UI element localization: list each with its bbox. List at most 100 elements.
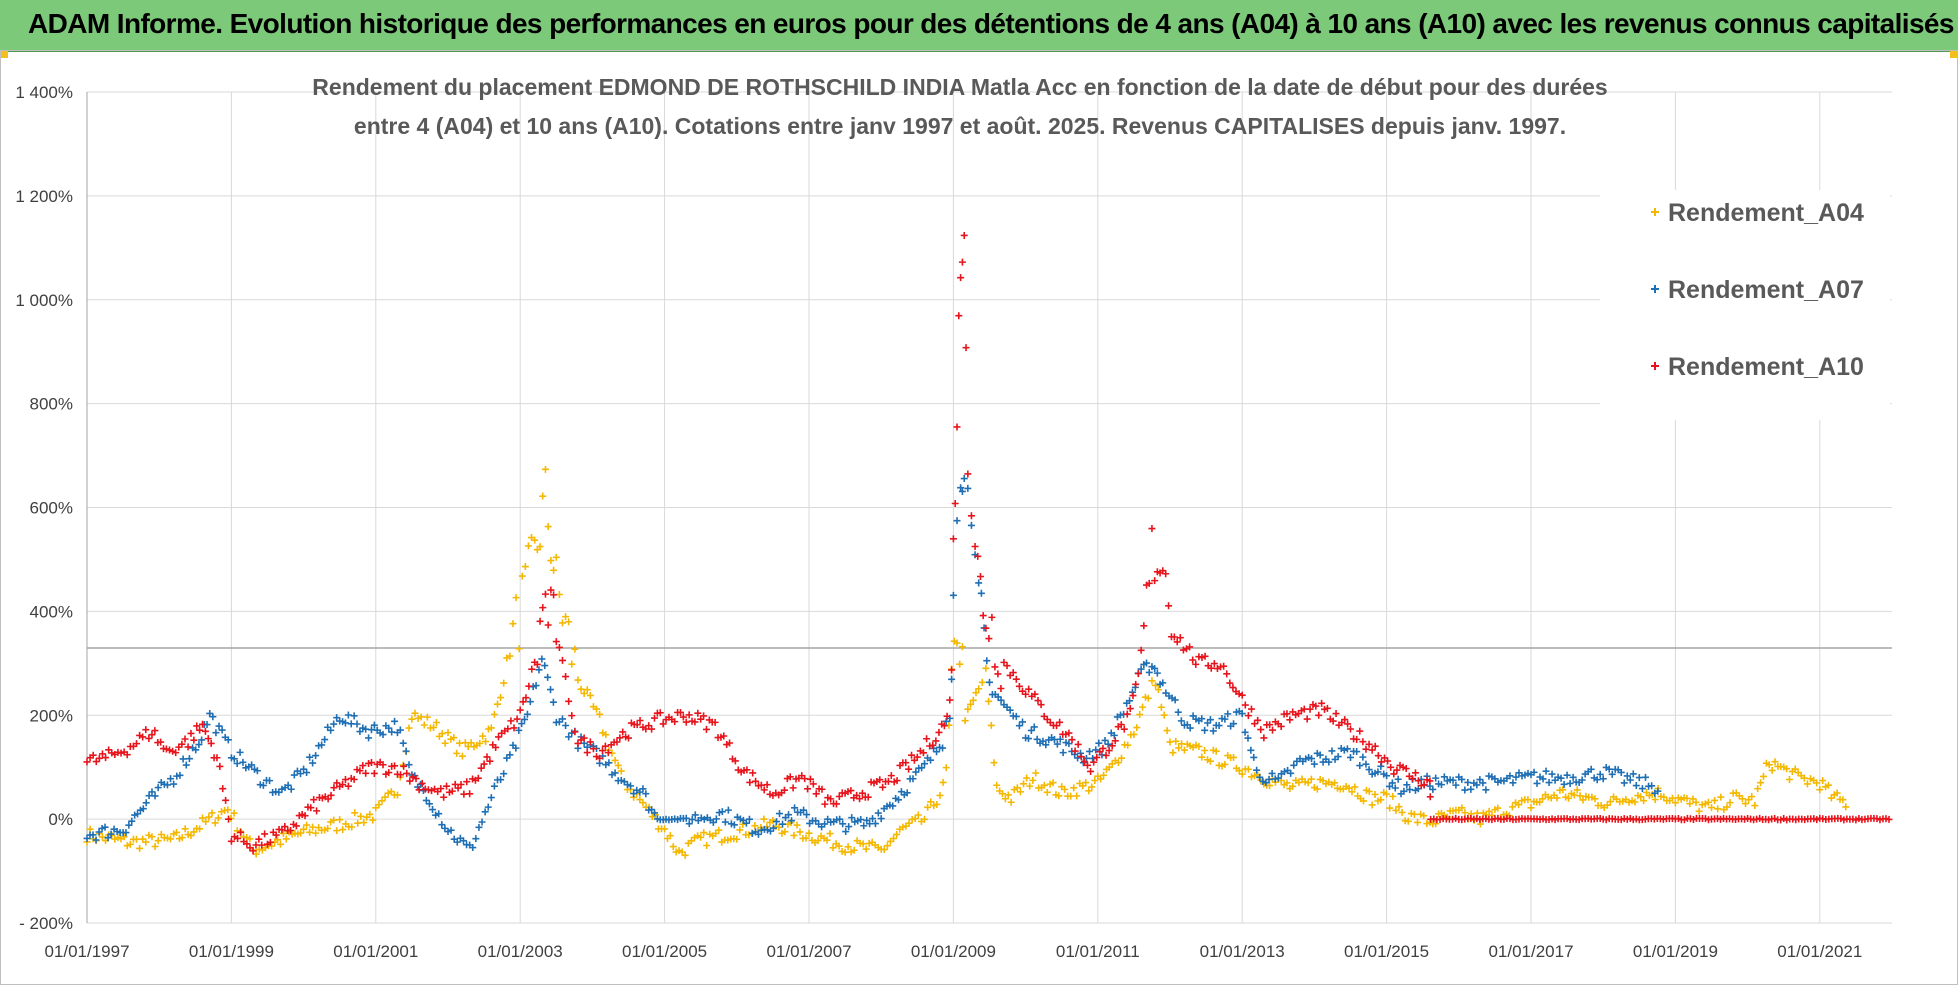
data-point xyxy=(1118,754,1126,762)
data-point xyxy=(1885,815,1893,823)
data-point xyxy=(500,679,508,687)
data-point xyxy=(1356,762,1364,770)
data-point xyxy=(339,781,347,789)
data-point xyxy=(1344,720,1352,728)
data-point xyxy=(199,720,207,728)
data-point xyxy=(700,829,708,837)
data-point xyxy=(1238,691,1246,699)
data-point xyxy=(1088,783,1096,791)
data-point xyxy=(1195,742,1203,750)
data-point xyxy=(998,790,1006,798)
data-point xyxy=(803,811,811,819)
x-tick-label: 01/01/2021 xyxy=(1777,942,1862,961)
data-point xyxy=(353,720,361,728)
data-point xyxy=(341,776,349,784)
data-point xyxy=(912,768,920,776)
data-point xyxy=(661,825,669,833)
data-point xyxy=(266,777,274,785)
data-point xyxy=(83,758,91,766)
data-point xyxy=(233,760,241,768)
data-point xyxy=(1157,703,1165,711)
data-point xyxy=(726,739,734,747)
data-point xyxy=(204,735,212,743)
data-point xyxy=(1020,780,1028,788)
data-point xyxy=(1683,794,1691,802)
data-point xyxy=(789,784,797,792)
data-point xyxy=(212,729,220,737)
data-point xyxy=(616,734,624,742)
data-point xyxy=(330,816,338,824)
data-point xyxy=(1074,754,1082,762)
data-point xyxy=(1328,747,1336,755)
data-point xyxy=(785,811,793,819)
data-point xyxy=(850,846,858,854)
data-point xyxy=(568,660,576,668)
data-point xyxy=(642,790,650,798)
data-point xyxy=(181,735,189,743)
data-point xyxy=(474,774,482,782)
data-point xyxy=(913,753,921,761)
data-point xyxy=(145,734,153,742)
data-point xyxy=(1241,728,1249,736)
data-point xyxy=(207,739,215,747)
data-point xyxy=(806,775,814,783)
data-point xyxy=(350,775,358,783)
data-point xyxy=(605,759,613,767)
data-point xyxy=(552,553,560,561)
data-point xyxy=(1006,706,1014,714)
data-point xyxy=(985,635,993,643)
report-banner-title: ADAM Informe. Evolution historique des p… xyxy=(28,8,1954,39)
data-point xyxy=(287,826,295,834)
data-point xyxy=(1371,742,1379,750)
data-point xyxy=(282,835,290,843)
data-point xyxy=(1230,720,1238,728)
y-tick-label: 600% xyxy=(30,499,73,518)
data-point xyxy=(196,825,204,833)
data-point xyxy=(1244,712,1252,720)
data-point xyxy=(1004,791,1012,799)
data-point xyxy=(751,822,759,830)
data-point xyxy=(946,696,954,704)
data-point xyxy=(1247,705,1255,713)
data-point xyxy=(1223,670,1231,678)
data-point xyxy=(333,827,341,835)
data-point xyxy=(790,831,798,839)
data-point xyxy=(528,665,536,673)
data-point xyxy=(1070,784,1078,792)
data-point xyxy=(1587,765,1595,773)
data-point xyxy=(1410,810,1418,818)
data-point xyxy=(1757,779,1765,787)
data-point xyxy=(459,837,467,845)
data-point xyxy=(685,820,693,828)
data-point xyxy=(219,785,227,793)
data-point xyxy=(1154,686,1162,694)
data-point xyxy=(1461,786,1469,794)
data-point xyxy=(1386,804,1394,812)
data-point xyxy=(1368,801,1376,809)
data-point xyxy=(453,838,461,846)
data-point xyxy=(971,543,979,551)
data-point xyxy=(248,761,256,769)
data-point xyxy=(405,724,413,732)
data-point xyxy=(685,711,693,719)
data-point xyxy=(1420,781,1428,789)
data-point xyxy=(1389,792,1397,800)
data-point xyxy=(463,778,471,786)
data-point xyxy=(1394,775,1402,783)
x-tick-label: 01/01/2001 xyxy=(333,942,418,961)
data-point xyxy=(1717,793,1725,801)
data-point xyxy=(185,755,193,763)
data-point xyxy=(1530,768,1538,776)
data-point xyxy=(1467,785,1475,793)
data-point xyxy=(1129,692,1137,700)
data-point xyxy=(682,814,690,822)
data-point xyxy=(746,778,754,786)
data-point xyxy=(1266,782,1274,790)
chart-title-line-2: entre 4 (A04) et 10 ans (A10). Cotations… xyxy=(354,113,1566,139)
data-point xyxy=(1029,776,1037,784)
data-point xyxy=(344,782,352,790)
data-point xyxy=(773,818,781,826)
data-point xyxy=(702,725,710,733)
data-point xyxy=(359,762,367,770)
data-point xyxy=(549,698,557,706)
